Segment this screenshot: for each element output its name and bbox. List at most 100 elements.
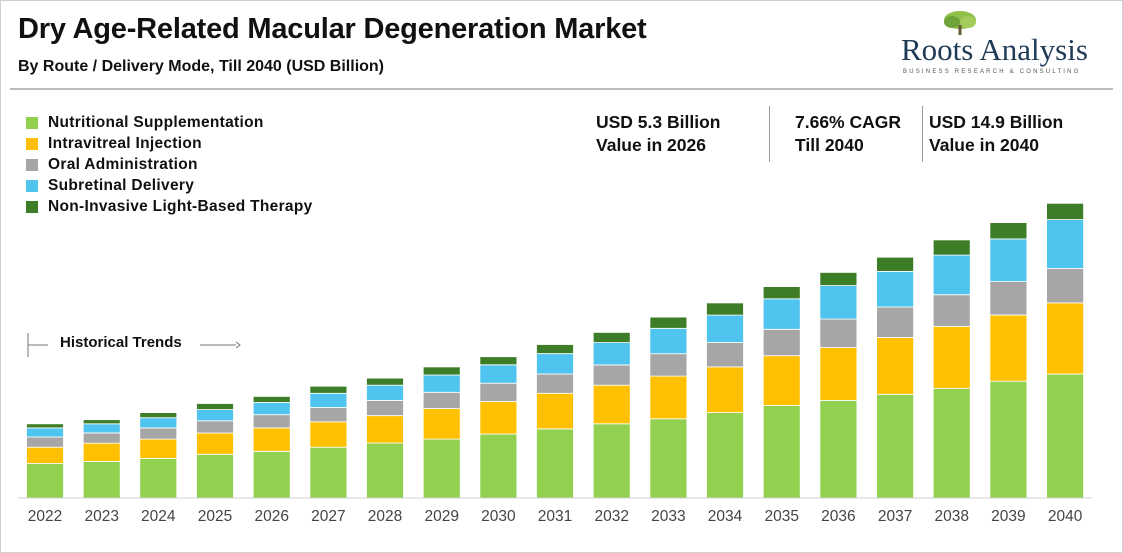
legend-item: Nutritional Supplementation	[26, 112, 313, 133]
bar-segment-2028-1	[366, 415, 404, 444]
bar-segment-2033-4	[649, 316, 688, 329]
x-tick-label: 2033	[651, 508, 685, 525]
roots-analysis-logo: Roots Analysis BUSINESS RESEARCH & CONSU…	[895, 10, 1110, 80]
bar-segment-2031-1	[536, 392, 574, 430]
x-tick-label: 2034	[708, 508, 743, 525]
bar-segment-2032-4	[592, 331, 631, 343]
bar-segment-2025-2	[196, 420, 234, 434]
x-tick-label: 2039	[991, 508, 1025, 525]
stat-cagr: 7.66% CAGR Till 2040	[795, 111, 901, 157]
bar-segment-2029-4	[422, 366, 461, 376]
bar-segment-2030-1	[479, 401, 518, 435]
bar-segment-2030-0	[479, 433, 518, 499]
legend-swatch	[26, 116, 38, 129]
bar-segment-2027-3	[309, 392, 348, 408]
bar-segment-2033-1	[649, 375, 688, 420]
chart-subtitle: By Route / Delivery Mode, Till 2040 (USD…	[18, 58, 385, 75]
legend-label: Non-Invasive Light-Based Therapy	[48, 197, 313, 215]
x-tick-label: 2024	[141, 508, 176, 525]
bar-segment-2026-2	[252, 414, 291, 429]
x-tick-label: 2035	[764, 508, 798, 525]
stat-value-2040: USD 14.9 Billion Value in 2040	[929, 111, 1063, 157]
stat-value-2026: USD 5.3 Billion Value in 2026	[596, 111, 720, 157]
bar-segment-2028-0	[366, 442, 404, 499]
bar-segment-2039-0	[989, 380, 1028, 499]
header-divider	[10, 88, 1113, 90]
bar-segment-2031-2	[536, 373, 574, 394]
bar-segment-2035-3	[762, 298, 801, 330]
bar-segment-2026-0	[252, 450, 291, 499]
bar-segment-2039-2	[989, 281, 1028, 316]
bar-segment-2039-1	[989, 314, 1028, 382]
bar-segment-2024-0	[139, 457, 178, 499]
bar-segment-2033-0	[649, 418, 688, 499]
bar-segment-2038-0	[932, 387, 971, 499]
bar-segment-2022-0	[26, 462, 64, 499]
bar-segment-2034-3	[706, 314, 744, 343]
bar-segment-2029-3	[422, 374, 461, 393]
legend-item: Intravitreal Injection	[26, 133, 313, 154]
legend-swatch	[26, 200, 38, 213]
bar-segment-2022-3	[26, 427, 64, 438]
legend-label: Nutritional Supplementation	[48, 113, 264, 131]
bar-segment-2040-3	[1046, 219, 1084, 269]
legend-item: Non-Invasive Light-Based Therapy	[26, 196, 313, 217]
legend-item: Subretinal Delivery	[26, 175, 313, 196]
bar-segment-2040-2	[1046, 267, 1084, 304]
x-tick-label: 2022	[28, 508, 62, 525]
legend-label: Subretinal Delivery	[48, 176, 195, 194]
bar-segment-2035-4	[762, 286, 801, 300]
historical-trends-label: Historical Trends	[24, 334, 182, 351]
x-tick-label: 2031	[538, 508, 572, 525]
bar-segment-2028-4	[366, 377, 404, 386]
stat-line2: Value in 2026	[596, 135, 706, 155]
bar-segment-2034-0	[706, 412, 744, 499]
bar-segment-2033-2	[649, 353, 688, 377]
bar-segment-2030-4	[479, 356, 518, 366]
bar-segment-2023-2	[82, 432, 121, 444]
historical-arrow-head	[235, 341, 241, 349]
legend-swatch	[26, 179, 38, 192]
bar-segment-2037-1	[876, 336, 914, 395]
bar-segment-2033-3	[649, 327, 688, 355]
legend-swatch	[26, 137, 38, 150]
bar-segment-2023-3	[82, 423, 121, 434]
stat-divider	[769, 106, 770, 162]
bar-segment-2030-3	[479, 364, 518, 384]
bar-segment-2023-0	[82, 460, 121, 499]
bar-segment-2029-0	[422, 438, 461, 499]
legend-swatch	[26, 158, 38, 171]
bar-segment-2036-1	[819, 347, 858, 401]
bar-segment-2037-2	[876, 306, 914, 338]
bar-segment-2035-2	[762, 328, 801, 357]
bar-segment-2037-3	[876, 270, 914, 308]
x-tick-label: 2029	[424, 508, 458, 525]
bar-segment-2034-4	[706, 302, 744, 316]
x-tick-label: 2025	[198, 508, 232, 525]
bar-segment-2027-1	[309, 421, 348, 448]
tree-icon	[944, 11, 976, 35]
bar-segment-2025-0	[196, 453, 234, 499]
bar-segment-2034-1	[706, 366, 744, 413]
bar-segment-2031-3	[536, 353, 574, 375]
legend-item: Oral Administration	[26, 154, 313, 175]
bar-segment-2035-0	[762, 405, 801, 499]
bar-segment-2037-0	[876, 393, 914, 499]
bar-segment-2031-0	[536, 428, 574, 499]
x-tick-label: 2027	[311, 508, 345, 525]
bar-segment-2038-2	[932, 294, 971, 327]
stat-divider	[922, 106, 923, 162]
stat-line1: USD 5.3 Billion	[596, 112, 721, 132]
bar-segment-2040-1	[1046, 302, 1084, 375]
bar-segment-2035-1	[762, 355, 801, 406]
bar-segment-2036-3	[819, 285, 858, 320]
x-tick-label: 2037	[878, 508, 912, 525]
bar-segment-2039-4	[989, 222, 1028, 240]
bar-segment-2034-2	[706, 342, 744, 368]
historical-trends-text: Historical Trends	[60, 334, 182, 351]
bar-segment-2036-0	[819, 399, 858, 499]
bar-segment-2040-4	[1046, 202, 1084, 221]
bar-segment-2027-0	[309, 446, 348, 499]
bar-segment-2024-1	[139, 438, 178, 459]
bar-segment-2038-4	[932, 239, 971, 256]
